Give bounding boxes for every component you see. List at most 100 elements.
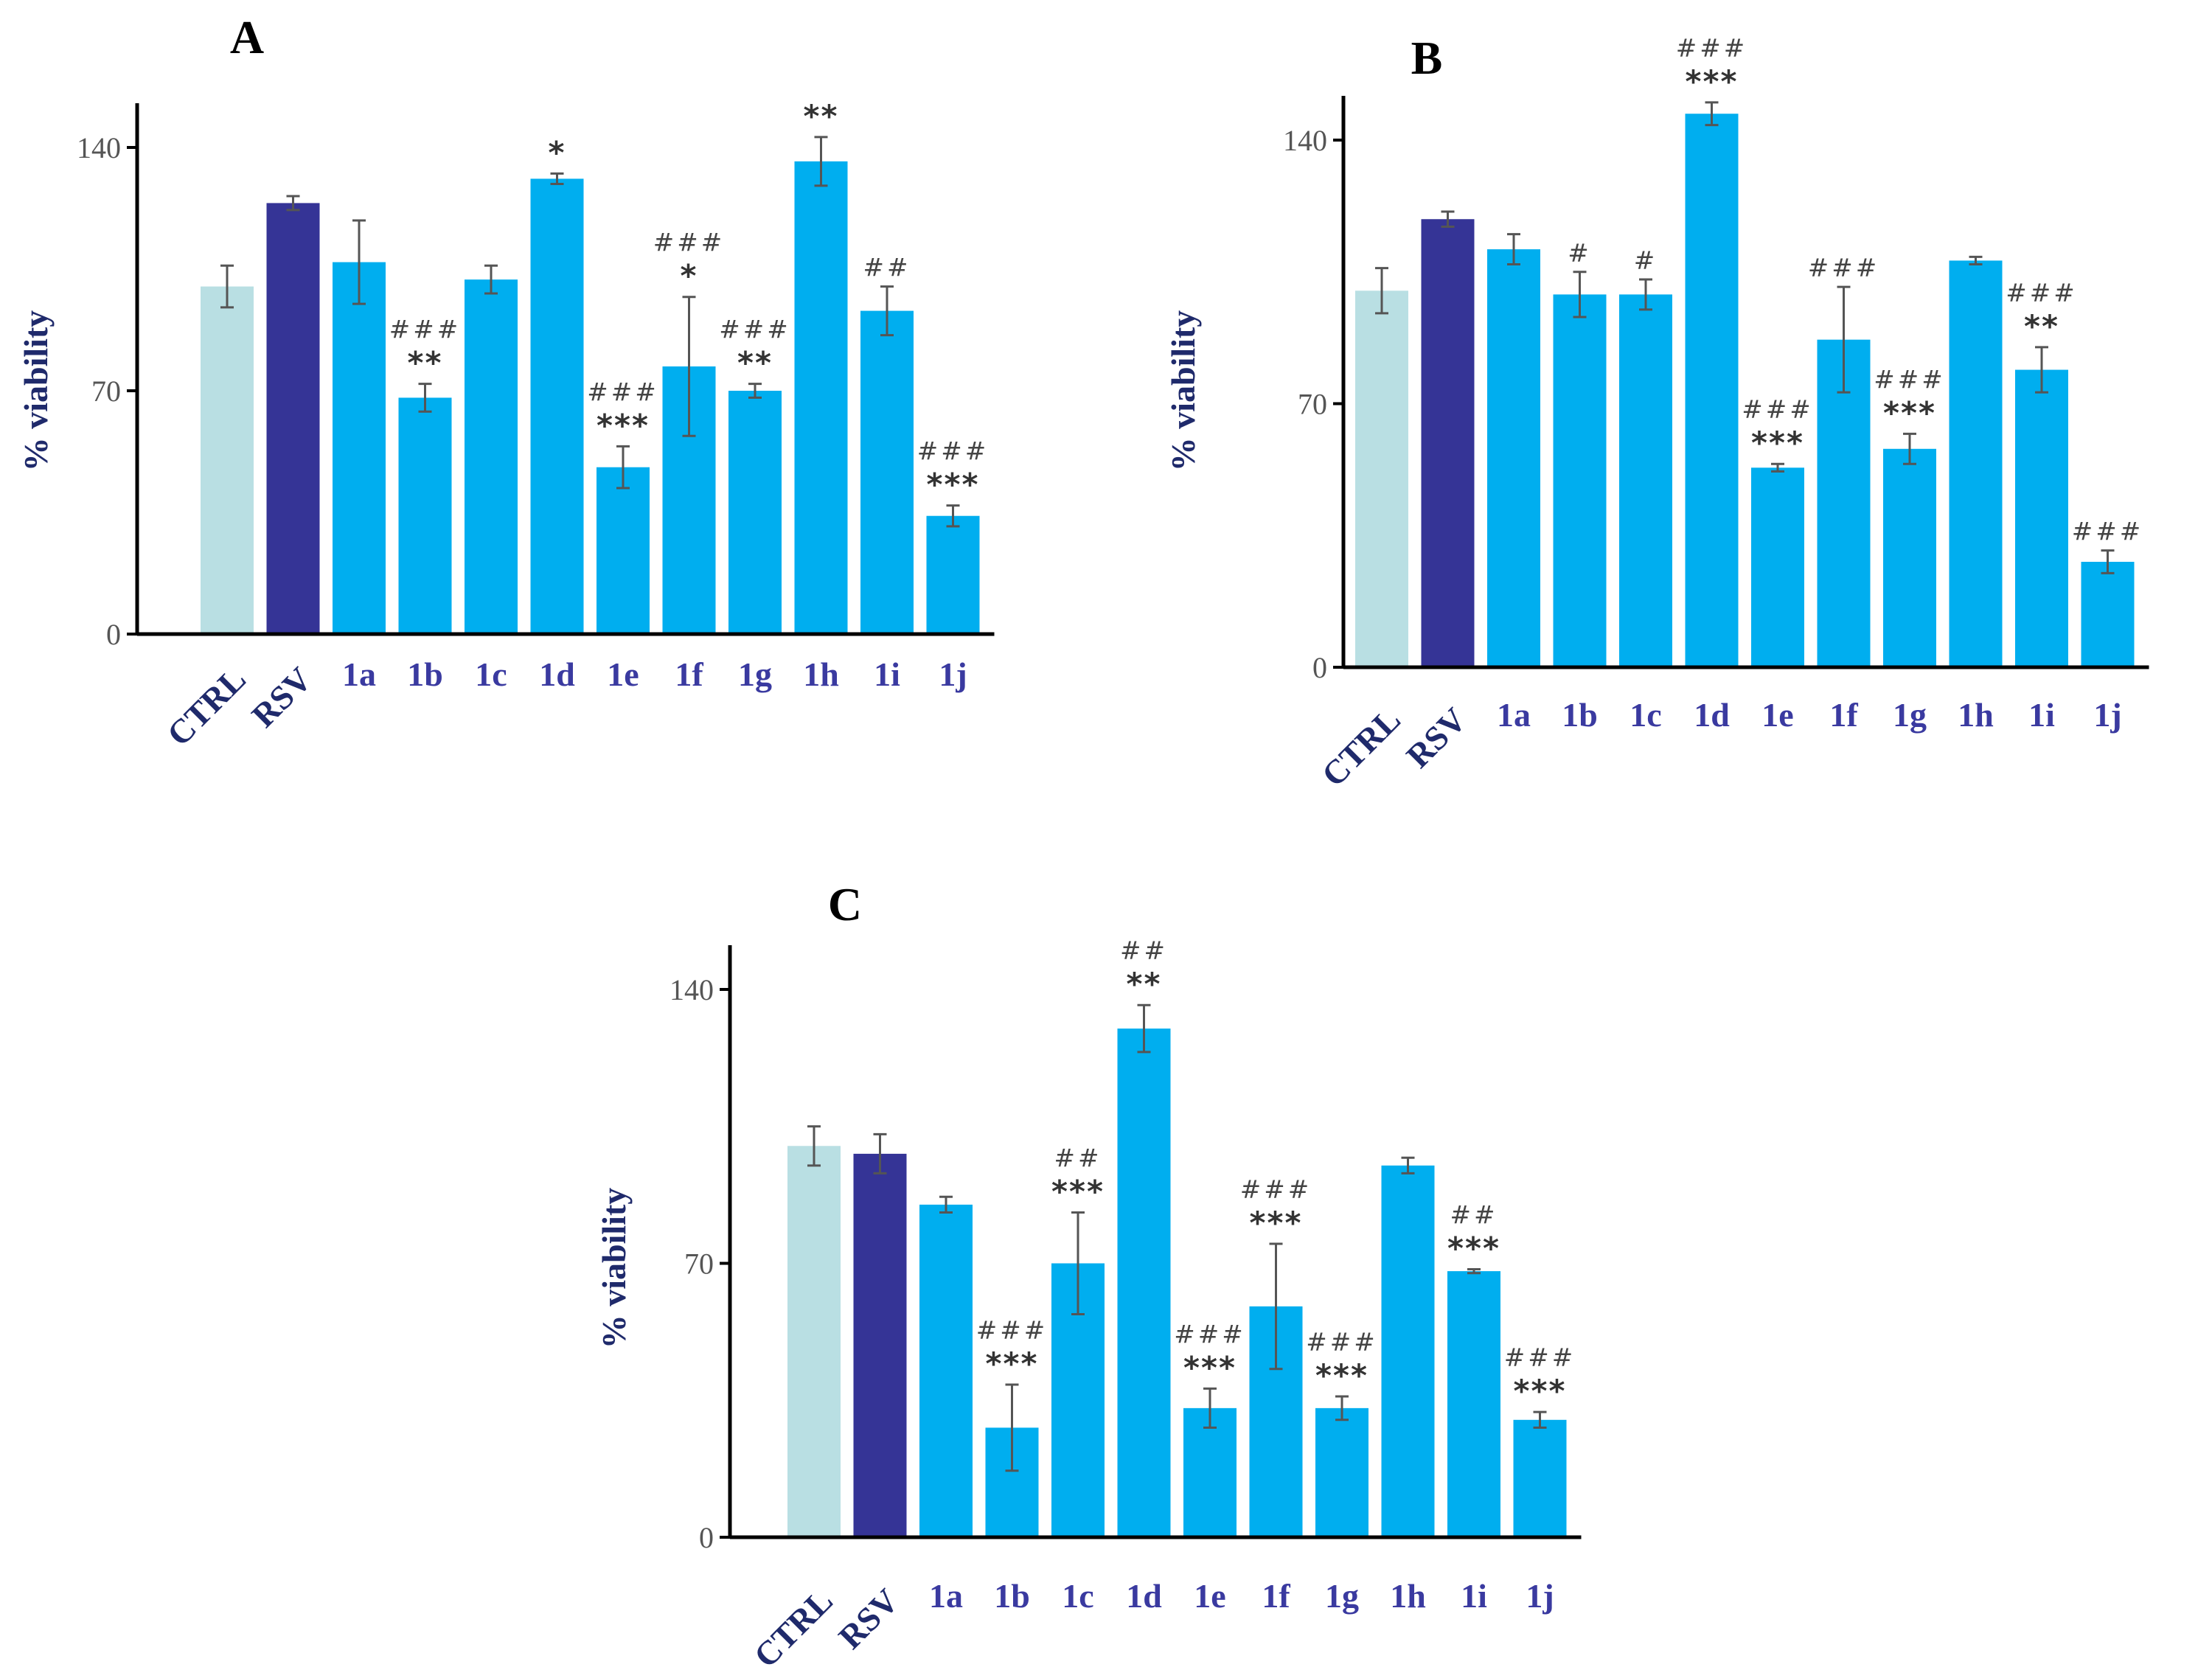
bar-ctrl [787, 1146, 841, 1537]
bar-1j [2081, 562, 2135, 667]
y-axis-label: % viability [1164, 310, 1202, 472]
significance-stars: *** [597, 407, 650, 443]
significance-hash: ### [2006, 279, 2077, 308]
x-tick-label: 1i [874, 655, 900, 693]
x-tick-label: 1a [1497, 696, 1531, 734]
significance-hash: ### [389, 316, 461, 345]
x-tick-label: 1j [1526, 1577, 1554, 1615]
bar-1h [794, 161, 848, 634]
bar-1e [597, 467, 650, 634]
x-tick-label: 1e [1761, 696, 1793, 734]
x-tick-label: 1c [1630, 696, 1661, 734]
bar-1g [1315, 1407, 1368, 1537]
x-tick-label: 1g [1893, 696, 1927, 734]
y-tick-label: 70 [684, 1247, 714, 1281]
significance-stars: ** [408, 345, 443, 381]
significance-hash: ### [1504, 1343, 1576, 1373]
x-tick-label: 1j [2093, 696, 2121, 734]
y-tick-label: 140 [1283, 124, 1327, 157]
panel-title: C [828, 878, 862, 930]
x-tick-label: CTRL [747, 1581, 840, 1667]
bar-1i [860, 310, 914, 634]
significance-stars: *** [1250, 1205, 1303, 1241]
x-tick-label: 1b [407, 655, 443, 693]
bar-1g [728, 391, 782, 634]
bar-1a [1487, 249, 1540, 667]
x-tick-label: 1f [675, 655, 703, 693]
x-tick-label: 1b [994, 1577, 1030, 1615]
x-tick-label: 1g [738, 655, 772, 693]
x-tick-label: 1d [539, 655, 575, 693]
significance-hash: ## [1054, 1144, 1102, 1174]
significance-stars: ** [804, 98, 839, 134]
panel-title: A [230, 11, 264, 63]
x-tick-label: 1g [1325, 1577, 1359, 1615]
x-tick-label: RSV [831, 1581, 905, 1656]
significance-hash: ### [1240, 1175, 1312, 1205]
x-tick-label: 1c [475, 655, 507, 693]
significance-stars: *** [1883, 394, 1936, 431]
bar-1b [398, 397, 452, 634]
significance-hash: ## [1120, 936, 1168, 966]
significance-stars: *** [1751, 425, 1804, 461]
bar-1c [1619, 294, 1672, 667]
significance-hash: ### [976, 1316, 1048, 1346]
x-tick-label: 1i [1461, 1577, 1487, 1615]
significance-hash: ### [917, 437, 989, 467]
x-tick-label: 1h [1390, 1577, 1426, 1615]
x-tick-label: CTRL [160, 660, 253, 753]
significance-hash: ## [863, 254, 911, 283]
x-tick-label: 1i [2028, 696, 2055, 734]
bar-1i [1447, 1271, 1500, 1537]
significance-hash: ### [1874, 365, 1945, 394]
significance-hash: ### [1676, 34, 1747, 63]
bar-ctrl [1355, 290, 1408, 667]
bar-rsv [1421, 219, 1475, 667]
significance-stars: *** [1447, 1230, 1500, 1266]
significance-stars: * [681, 258, 698, 294]
significance-hash: # [1634, 246, 1658, 276]
y-tick-label: 140 [669, 973, 714, 1006]
x-tick-label: 1e [1194, 1577, 1225, 1615]
significance-hash: ### [1742, 395, 1813, 425]
significance-stars: *** [927, 467, 980, 503]
bar-1b [1553, 294, 1607, 667]
bar-1d [530, 178, 584, 634]
bar-1g [1883, 448, 1936, 667]
bar-1d [1117, 1029, 1171, 1537]
bar-1e [1183, 1407, 1237, 1537]
significance-stars: *** [986, 1346, 1039, 1382]
bar-1j [926, 515, 980, 634]
bar-rsv [853, 1153, 907, 1537]
x-tick-label: 1b [1562, 696, 1598, 734]
bar-1d [1685, 114, 1739, 667]
significance-stars: *** [1514, 1373, 1567, 1409]
significance-stars: ** [1127, 966, 1162, 1002]
bar-rsv [266, 203, 320, 634]
significance-hash: ### [587, 377, 658, 407]
significance-hash: ### [2072, 518, 2143, 547]
bar-1a [919, 1204, 973, 1537]
significance-hash: # [1568, 239, 1592, 268]
y-tick-label: 70 [91, 375, 121, 408]
bar-1a [333, 262, 386, 634]
bar-1e [1751, 467, 1804, 667]
x-tick-label: RSV [1399, 700, 1473, 775]
significance-stars: *** [1183, 1349, 1237, 1385]
y-tick-label: 0 [106, 618, 121, 651]
significance-stars: ** [737, 345, 773, 381]
x-tick-label: 1a [342, 655, 376, 693]
y-axis-label: % viability [595, 1188, 633, 1349]
significance-hash: ## [1450, 1200, 1498, 1230]
bar-1h [1381, 1165, 1435, 1537]
y-tick-label: 0 [1312, 651, 1327, 684]
y-tick-label: 140 [77, 131, 121, 164]
significance-stars: *** [1686, 63, 1739, 100]
x-tick-label: 1d [1126, 1577, 1162, 1615]
x-tick-label: 1f [1262, 1577, 1290, 1615]
y-axis-label: % viability [17, 310, 55, 472]
x-tick-label: 1j [939, 655, 967, 693]
